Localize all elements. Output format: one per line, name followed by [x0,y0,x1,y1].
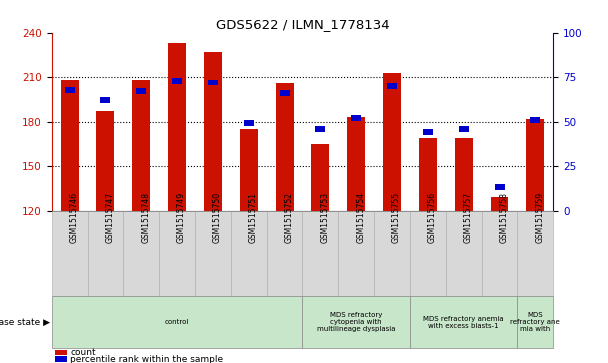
FancyBboxPatch shape [52,296,302,348]
Bar [446,211,482,296]
Text: MDS refractory anemia
with excess blasts-1: MDS refractory anemia with excess blasts… [423,316,504,329]
Text: GSM1515753: GSM1515753 [320,192,330,243]
Bar [280,90,289,96]
Bar [52,211,88,296]
Bar [61,80,78,211]
Bar [204,52,222,211]
Text: MDS refractory
cytopenia with
multilineage dysplasia: MDS refractory cytopenia with multilinea… [317,312,395,332]
Text: count: count [70,348,95,357]
Bar [347,117,365,211]
FancyBboxPatch shape [410,296,517,348]
Text: GSM1515750: GSM1515750 [213,192,222,243]
Bar [491,197,508,211]
Bar [133,80,150,211]
Text: GSM1515752: GSM1515752 [285,192,294,243]
Text: GSM1515751: GSM1515751 [249,192,258,243]
Bar [311,144,330,211]
Text: GSM1515746: GSM1515746 [69,192,78,243]
Bar [136,89,147,94]
Bar [351,115,361,121]
Text: GSM1515758: GSM1515758 [500,192,508,243]
FancyBboxPatch shape [517,296,553,348]
Bar [64,87,75,93]
Bar [267,211,302,296]
Bar [97,111,114,211]
Title: GDS5622 / ILMN_1778134: GDS5622 / ILMN_1778134 [216,19,389,32]
Bar [208,79,218,85]
Text: disease state ▶: disease state ▶ [0,318,50,327]
Bar [458,126,469,132]
Bar [517,211,553,296]
Bar [387,83,397,89]
Bar [527,119,544,211]
Bar [168,43,186,211]
Bar [195,211,231,296]
Bar [530,117,541,123]
Text: control: control [165,319,189,325]
Bar [88,211,123,296]
Bar [100,97,111,103]
Bar [410,211,446,296]
Text: GSM1515759: GSM1515759 [536,192,544,243]
Text: GSM1515749: GSM1515749 [177,192,186,243]
Bar [494,184,505,190]
Bar [423,129,433,135]
Text: GSM1515754: GSM1515754 [356,192,365,243]
FancyBboxPatch shape [302,296,410,348]
Bar [240,129,258,211]
Text: GSM1515747: GSM1515747 [105,192,114,243]
Bar [374,211,410,296]
Text: GSM1515757: GSM1515757 [464,192,472,243]
Bar [159,211,195,296]
Bar [383,73,401,211]
Bar [231,211,267,296]
Text: MDS
refractory ane
mia with: MDS refractory ane mia with [511,312,560,332]
Bar [482,211,517,296]
Bar [316,126,325,132]
Bar [172,78,182,83]
Bar [55,356,67,362]
Bar [302,211,338,296]
Text: GSM1515755: GSM1515755 [392,192,401,243]
Text: GSM1515756: GSM1515756 [428,192,437,243]
Bar [123,211,159,296]
Bar [275,83,294,211]
Text: GSM1515748: GSM1515748 [141,192,150,243]
Text: percentile rank within the sample: percentile rank within the sample [70,355,223,363]
Bar [338,211,374,296]
Bar [55,350,67,355]
Bar [455,138,472,211]
Bar [244,121,254,126]
Bar [419,138,437,211]
